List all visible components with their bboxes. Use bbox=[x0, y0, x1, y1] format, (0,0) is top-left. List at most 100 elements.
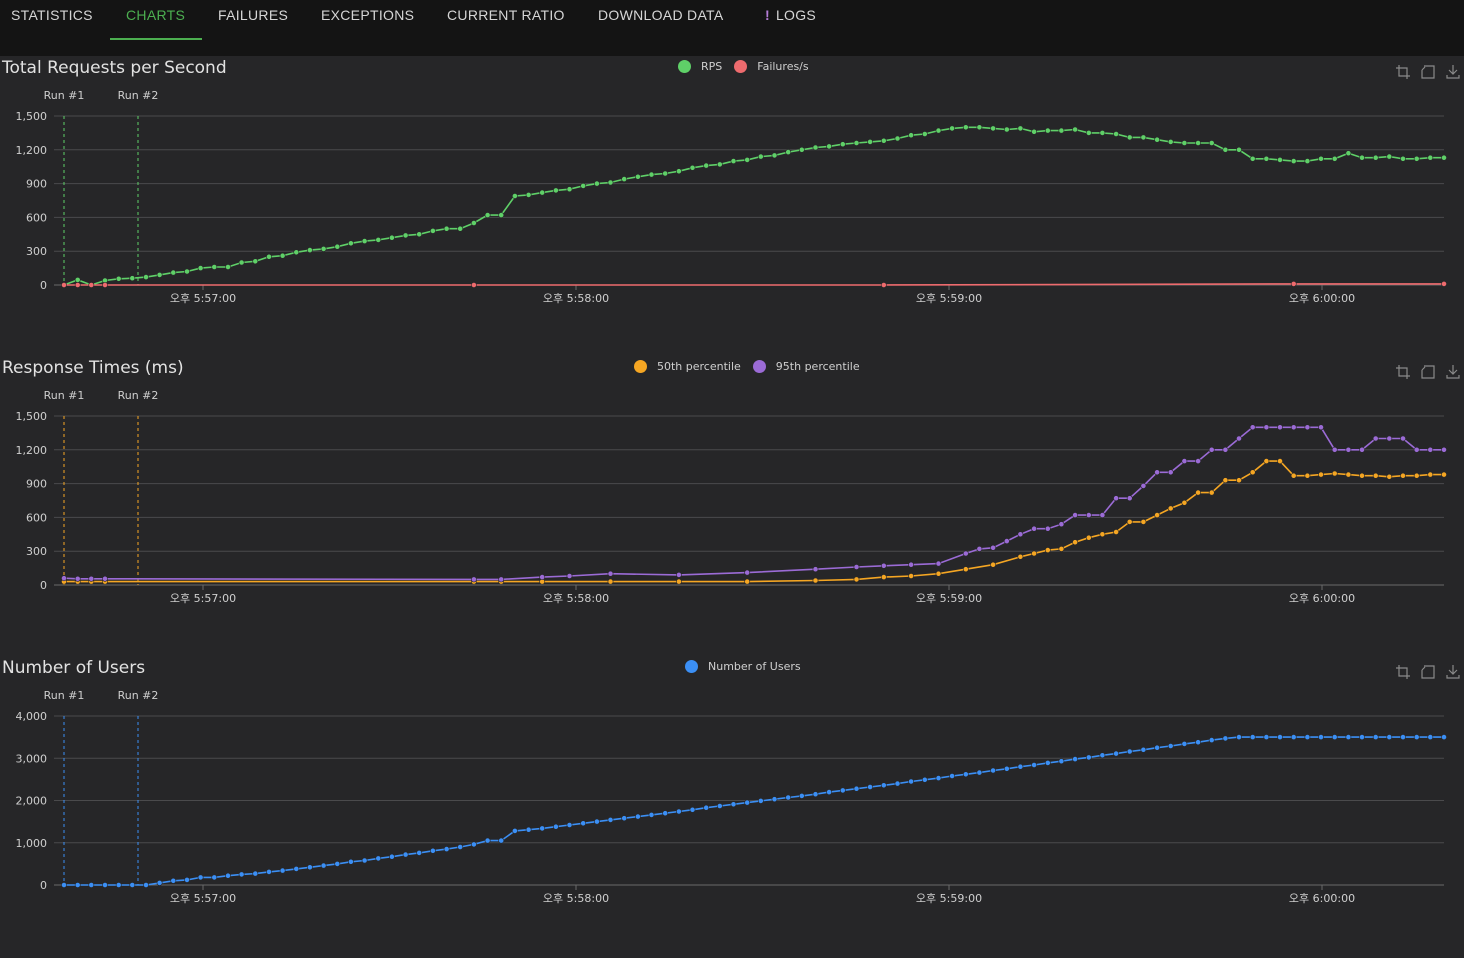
download-icon[interactable] bbox=[1446, 364, 1460, 379]
data-point[interactable] bbox=[484, 837, 491, 844]
data-point[interactable] bbox=[416, 231, 423, 238]
data-point[interactable] bbox=[293, 249, 300, 256]
data-point[interactable] bbox=[1058, 521, 1065, 528]
data-point[interactable] bbox=[867, 784, 873, 790]
data-point[interactable] bbox=[1345, 734, 1352, 740]
tab-exceptions[interactable]: EXCEPTIONS bbox=[321, 7, 415, 23]
data-point[interactable] bbox=[1331, 446, 1338, 453]
data-point[interactable] bbox=[785, 149, 792, 155]
data-point[interactable] bbox=[539, 189, 546, 196]
data-point[interactable] bbox=[826, 789, 832, 795]
data-point[interactable] bbox=[1413, 155, 1420, 162]
tab-logs[interactable]: ! LOGS bbox=[765, 0, 816, 40]
data-point[interactable] bbox=[470, 576, 477, 583]
data-point[interactable] bbox=[1400, 734, 1406, 740]
data-point[interactable] bbox=[1318, 734, 1324, 740]
data-point[interactable] bbox=[607, 578, 614, 585]
data-point[interactable] bbox=[1003, 538, 1010, 544]
data-point[interactable] bbox=[1126, 748, 1133, 755]
data-point[interactable] bbox=[197, 265, 204, 271]
data-point[interactable] bbox=[74, 282, 81, 288]
data-point[interactable] bbox=[689, 806, 696, 813]
data-point[interactable] bbox=[798, 792, 805, 799]
data-point[interactable] bbox=[1263, 734, 1270, 740]
data-point[interactable] bbox=[921, 131, 928, 137]
download-icon[interactable] bbox=[1446, 664, 1460, 679]
data-point[interactable] bbox=[129, 882, 136, 888]
data-point[interactable] bbox=[1441, 734, 1447, 740]
data-point[interactable] bbox=[1085, 512, 1092, 518]
data-point[interactable] bbox=[1236, 146, 1242, 153]
data-point[interactable] bbox=[990, 767, 996, 774]
data-point[interactable] bbox=[1058, 758, 1065, 765]
data-point[interactable] bbox=[553, 187, 559, 194]
data-point[interactable] bbox=[1441, 154, 1447, 161]
data-point[interactable] bbox=[170, 877, 177, 884]
data-point[interactable] bbox=[716, 803, 723, 809]
data-point[interactable] bbox=[648, 811, 655, 818]
data-point[interactable] bbox=[935, 775, 942, 781]
zoom-icon[interactable] bbox=[1396, 364, 1410, 379]
data-point[interactable] bbox=[102, 882, 108, 888]
data-point[interactable] bbox=[1345, 446, 1352, 453]
data-point[interactable] bbox=[1236, 734, 1242, 740]
data-point[interactable] bbox=[1318, 155, 1324, 162]
data-point[interactable] bbox=[1140, 483, 1147, 489]
data-point[interactable] bbox=[416, 849, 423, 856]
data-point[interactable] bbox=[88, 882, 95, 888]
data-point[interactable] bbox=[470, 841, 477, 848]
data-point[interactable] bbox=[1195, 489, 1201, 496]
legend-item[interactable]: RPS bbox=[678, 60, 722, 73]
data-point[interactable] bbox=[757, 797, 764, 804]
data-point[interactable] bbox=[1263, 155, 1270, 162]
data-point[interactable] bbox=[539, 825, 546, 832]
data-point[interactable] bbox=[457, 844, 464, 850]
data-point[interactable] bbox=[566, 822, 573, 828]
data-point[interactable] bbox=[1085, 130, 1092, 136]
data-point[interactable] bbox=[621, 176, 628, 182]
data-point[interactable] bbox=[1031, 550, 1037, 557]
data-point[interactable] bbox=[320, 862, 327, 869]
data-point[interactable] bbox=[1195, 739, 1201, 746]
data-point[interactable] bbox=[594, 818, 600, 825]
data-point[interactable] bbox=[1427, 446, 1434, 453]
data-point[interactable] bbox=[1154, 469, 1160, 476]
data-point[interactable] bbox=[1085, 534, 1092, 541]
data-point[interactable] bbox=[607, 179, 614, 186]
data-point[interactable] bbox=[1290, 280, 1297, 287]
data-point[interactable] bbox=[361, 238, 368, 244]
data-point[interactable] bbox=[1304, 424, 1311, 431]
data-point[interactable] bbox=[1099, 752, 1106, 759]
data-point[interactable] bbox=[962, 550, 969, 557]
data-point[interactable] bbox=[908, 573, 914, 579]
data-point[interactable] bbox=[1290, 472, 1297, 479]
data-point[interactable] bbox=[375, 855, 382, 862]
data-point[interactable] bbox=[1441, 471, 1447, 478]
data-point[interactable] bbox=[498, 576, 505, 583]
data-point[interactable] bbox=[908, 561, 914, 568]
data-point[interactable] bbox=[1181, 499, 1188, 506]
data-point[interactable] bbox=[1345, 150, 1352, 157]
data-point[interactable] bbox=[266, 868, 272, 875]
data-point[interactable] bbox=[1359, 154, 1365, 161]
data-point[interactable] bbox=[402, 232, 409, 239]
data-point[interactable] bbox=[1003, 765, 1010, 772]
data-point[interactable] bbox=[771, 152, 778, 159]
data-point[interactable] bbox=[1031, 525, 1037, 532]
data-point[interactable] bbox=[1386, 734, 1393, 740]
data-point[interactable] bbox=[921, 776, 928, 783]
data-point[interactable] bbox=[225, 264, 231, 270]
tab-failures[interactable]: FAILURES bbox=[218, 7, 289, 23]
data-point[interactable] bbox=[553, 823, 559, 830]
data-point[interactable] bbox=[1017, 531, 1024, 538]
data-point[interactable] bbox=[785, 794, 792, 801]
data-point[interactable] bbox=[279, 252, 286, 259]
data-point[interactable] bbox=[1386, 435, 1393, 442]
data-point[interactable] bbox=[156, 879, 163, 886]
data-point[interactable] bbox=[1208, 737, 1215, 743]
data-point[interactable] bbox=[184, 268, 190, 275]
data-point[interactable] bbox=[853, 564, 860, 570]
data-point[interactable] bbox=[744, 569, 751, 576]
data-point[interactable] bbox=[1208, 446, 1215, 453]
data-point[interactable] bbox=[102, 575, 108, 582]
